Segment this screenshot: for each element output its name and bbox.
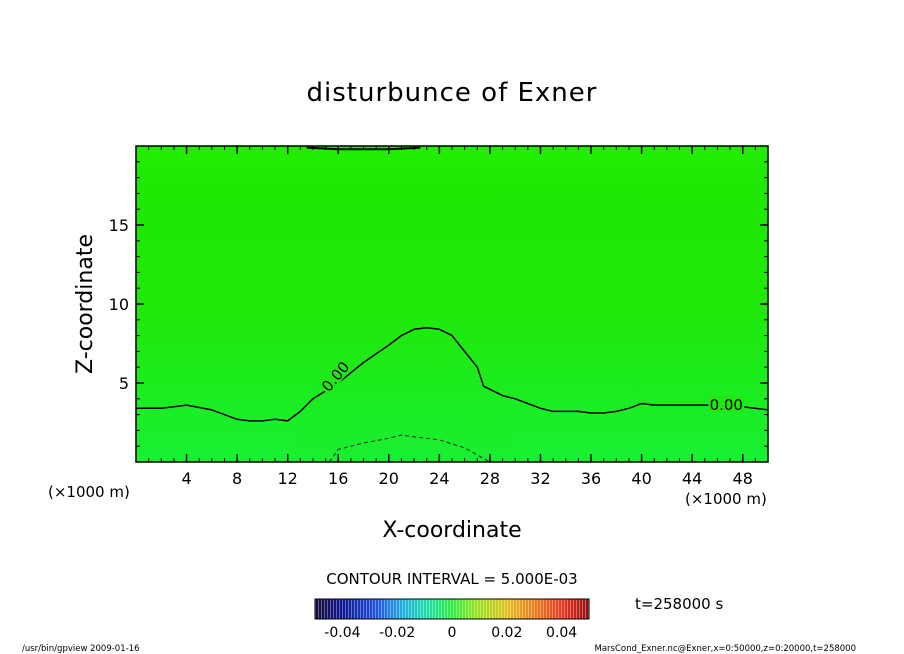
contour-interval: CONTOUR INTERVAL = 5.000E-03 — [326, 570, 577, 588]
footer-right: MarsCond_Exner.nc@Exner,x=0:50000,z=0:20… — [594, 644, 856, 654]
y-tick-label: 10 — [109, 295, 129, 314]
x-tick-label: 12 — [278, 469, 298, 488]
contour-label-bg — [708, 396, 745, 413]
colorbar-stripes — [315, 599, 589, 619]
colorbar-tick-label: -0.02 — [379, 625, 415, 641]
colorbar-tick-label: 0.02 — [491, 625, 522, 641]
x-unit-right: (×1000 m) — [685, 490, 767, 508]
x-tick-label: 48 — [733, 469, 753, 488]
colorbar-tick-labels: -0.04 -0.02 0 0.02 0.04 — [324, 625, 577, 641]
x-tick-label: 4 — [181, 469, 191, 488]
x-tick-label: 8 — [232, 469, 242, 488]
y-axis-label: Z-coordinate — [73, 234, 98, 374]
x-tick-label: 28 — [480, 469, 500, 488]
x-tick-label: 32 — [530, 469, 550, 488]
footer-left: /usr/bin/gpview 2009-01-16 — [22, 644, 140, 654]
x-tick-label: 24 — [429, 469, 449, 488]
x-axis-label: X-coordinate — [382, 518, 521, 543]
contour-line — [136, 326, 768, 422]
x-tick-label: 36 — [581, 469, 601, 488]
plot-area: 0.000.00 — [135, 145, 769, 463]
x-axis: 4 8 12 16 20 24 28 32 36 40 44 48 — [148, 146, 756, 488]
x-unit-left: (×1000 m) — [48, 483, 130, 501]
x-tick-label: 20 — [379, 469, 399, 488]
colorbar-tick-label: 0.04 — [546, 625, 577, 641]
chart-title: disturbunce of Exner — [307, 78, 598, 108]
colorbar: -0.04 -0.02 0 0.02 0.04 — [314, 598, 590, 641]
x-tick-label: 40 — [631, 469, 651, 488]
colorbar-frame — [314, 598, 590, 620]
y-tick-label: 5 — [119, 374, 129, 393]
field-anomaly — [295, 262, 515, 462]
contour-label: 0.00 — [710, 396, 743, 414]
y-tick-label: 15 — [109, 216, 129, 235]
contour-line — [328, 434, 491, 462]
colorbar-tick-label: 0 — [448, 625, 457, 641]
x-tick-label: 16 — [328, 469, 348, 488]
contour-label-bg — [317, 357, 353, 395]
colorbar-tick-label: -0.04 — [324, 625, 360, 641]
y-axis: 5 10 15 — [109, 161, 768, 447]
contour-layer: 0.000.00 — [136, 146, 768, 462]
x-tick-label: 44 — [682, 469, 702, 488]
time-label: t=258000 s — [635, 595, 723, 613]
